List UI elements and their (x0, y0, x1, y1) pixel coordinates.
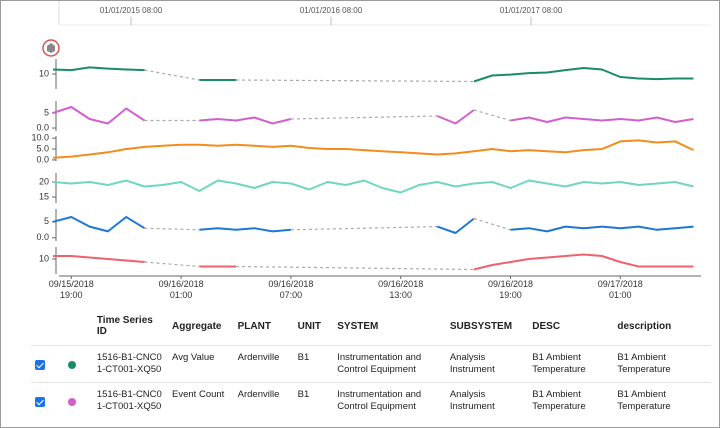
series-line (199, 116, 292, 125)
x-tick-label: 09/16/2018 01:00 (158, 279, 204, 300)
header-cell: SUBSYSTEM (449, 320, 513, 332)
series-line (53, 255, 145, 263)
table-cell: Instrumentation and Control Equipment (337, 352, 422, 375)
series-line (52, 216, 146, 233)
timeline-label: 01/01/2016 08:00 (300, 6, 363, 15)
table-cell: B1 Ambient Temperature (532, 352, 586, 375)
chart: 01/01/2015 08:00 01/01/2016 08:00 01/01/20… (31, 1, 711, 279)
table-cell: 1516-B1-CNC01-CT001-XQ50 (96, 389, 162, 412)
header-cell: description (617, 320, 672, 332)
color-cell (64, 346, 92, 383)
table-cell: B1 Ambient Temperature (532, 389, 586, 412)
y-tick-label: 0.0 (36, 122, 49, 132)
checkbox-cell (31, 383, 64, 420)
x-tick-label: 09/16/2018 19:00 (487, 279, 534, 300)
series-line (52, 106, 146, 125)
color-cell (64, 383, 92, 420)
series-line (510, 225, 694, 233)
gap-connector (473, 109, 511, 122)
x-tick-label: 09/15/2018 19:00 (48, 279, 94, 300)
series-line (436, 217, 475, 234)
gap-connector (144, 227, 200, 231)
header-cell: PLANT (237, 320, 271, 332)
gap-connector (290, 226, 438, 231)
table-cell: B1 Ambient Temperature (617, 389, 671, 412)
y-tick-label: 0.0 (36, 232, 49, 242)
checkbox[interactable] (35, 397, 45, 407)
series-line (52, 66, 145, 72)
table-cell: Ardenville (237, 389, 280, 400)
table-area: Time Series ID Aggregate PLANT UNIT SYSTEM SU… (31, 309, 711, 419)
gap-connector (290, 115, 438, 120)
y-tick-label: 5 (44, 107, 49, 117)
header-row: Time Series ID Aggregate PLANT UNIT SYSTEM SU… (31, 309, 711, 346)
x-tick-label: 09/16/2018 07:00 (268, 279, 314, 300)
gap-connector (235, 265, 474, 271)
checkbox-cell (31, 346, 64, 383)
header-cell (31, 309, 64, 346)
table: Time Series ID Aggregate PLANT UNIT SYSTEM SU… (31, 309, 711, 419)
table-cell: Analysis Instrument (449, 389, 495, 412)
table-cell: B1 Ambient Temperature (617, 352, 671, 375)
x-tick-label: 09/17/2018 01:00 (597, 279, 643, 300)
table-cell: Avg Value (172, 352, 215, 363)
y-tick-label: 0.0 (36, 154, 49, 164)
gap-connector (144, 261, 200, 268)
table-cell: Event Count (172, 389, 225, 400)
table-cell: B1 (297, 389, 310, 400)
timeline-label: 01/01/2017 08:00 (500, 6, 563, 15)
table-row: 1516-B1-CNC01-CT001-XQ50 Avg Value Ardenvi… (31, 345, 711, 383)
series-line (52, 179, 694, 194)
header-cell: UNIT (297, 320, 321, 332)
y-tick-label: 5 (44, 216, 49, 226)
gap-connector (235, 79, 474, 83)
y-tick-label: 10.0 (31, 133, 49, 143)
header-cell: Time Series ID (96, 315, 153, 337)
series-line (473, 67, 694, 83)
series-line (52, 139, 694, 159)
series-icon-glyph (47, 43, 55, 53)
series-dot (68, 361, 77, 369)
timeline-label: 01/01/2015 08:00 (100, 6, 163, 15)
y-tick-label: 20 (39, 176, 49, 186)
series-line (199, 227, 291, 233)
y-tick-label: 5.0 (36, 143, 49, 153)
table-cell: 1516-B1-CNC01-CT001-XQ50 (96, 352, 162, 375)
table-cell: Analysis Instrument (449, 352, 495, 375)
header-cell: SYSTEM (337, 320, 379, 332)
gap-connector (473, 218, 511, 231)
series-dot (68, 398, 77, 406)
gap-connector (144, 69, 200, 81)
series-line (473, 253, 694, 271)
y-tick-label: 10 (39, 68, 49, 78)
table-row: 1516-B1-CNC01-CT001-XQ50 Event Count Arden… (31, 382, 711, 420)
x-tick-label: 09/16/2018 13:00 (378, 279, 424, 300)
series-line (436, 109, 475, 125)
table-cell: Instrumentation and Control Equipment (337, 389, 422, 412)
checkbox[interactable] (35, 360, 45, 370)
y-tick-label: 15 (39, 191, 49, 201)
header-cell (64, 309, 92, 346)
header-cell: Aggregate (172, 320, 222, 332)
table-cell: Ardenville (237, 352, 280, 363)
series-line (510, 116, 694, 123)
y-tick-label: 10 (39, 253, 49, 263)
table-cell: B1 (297, 352, 310, 363)
header-cell: DESC (532, 320, 561, 332)
